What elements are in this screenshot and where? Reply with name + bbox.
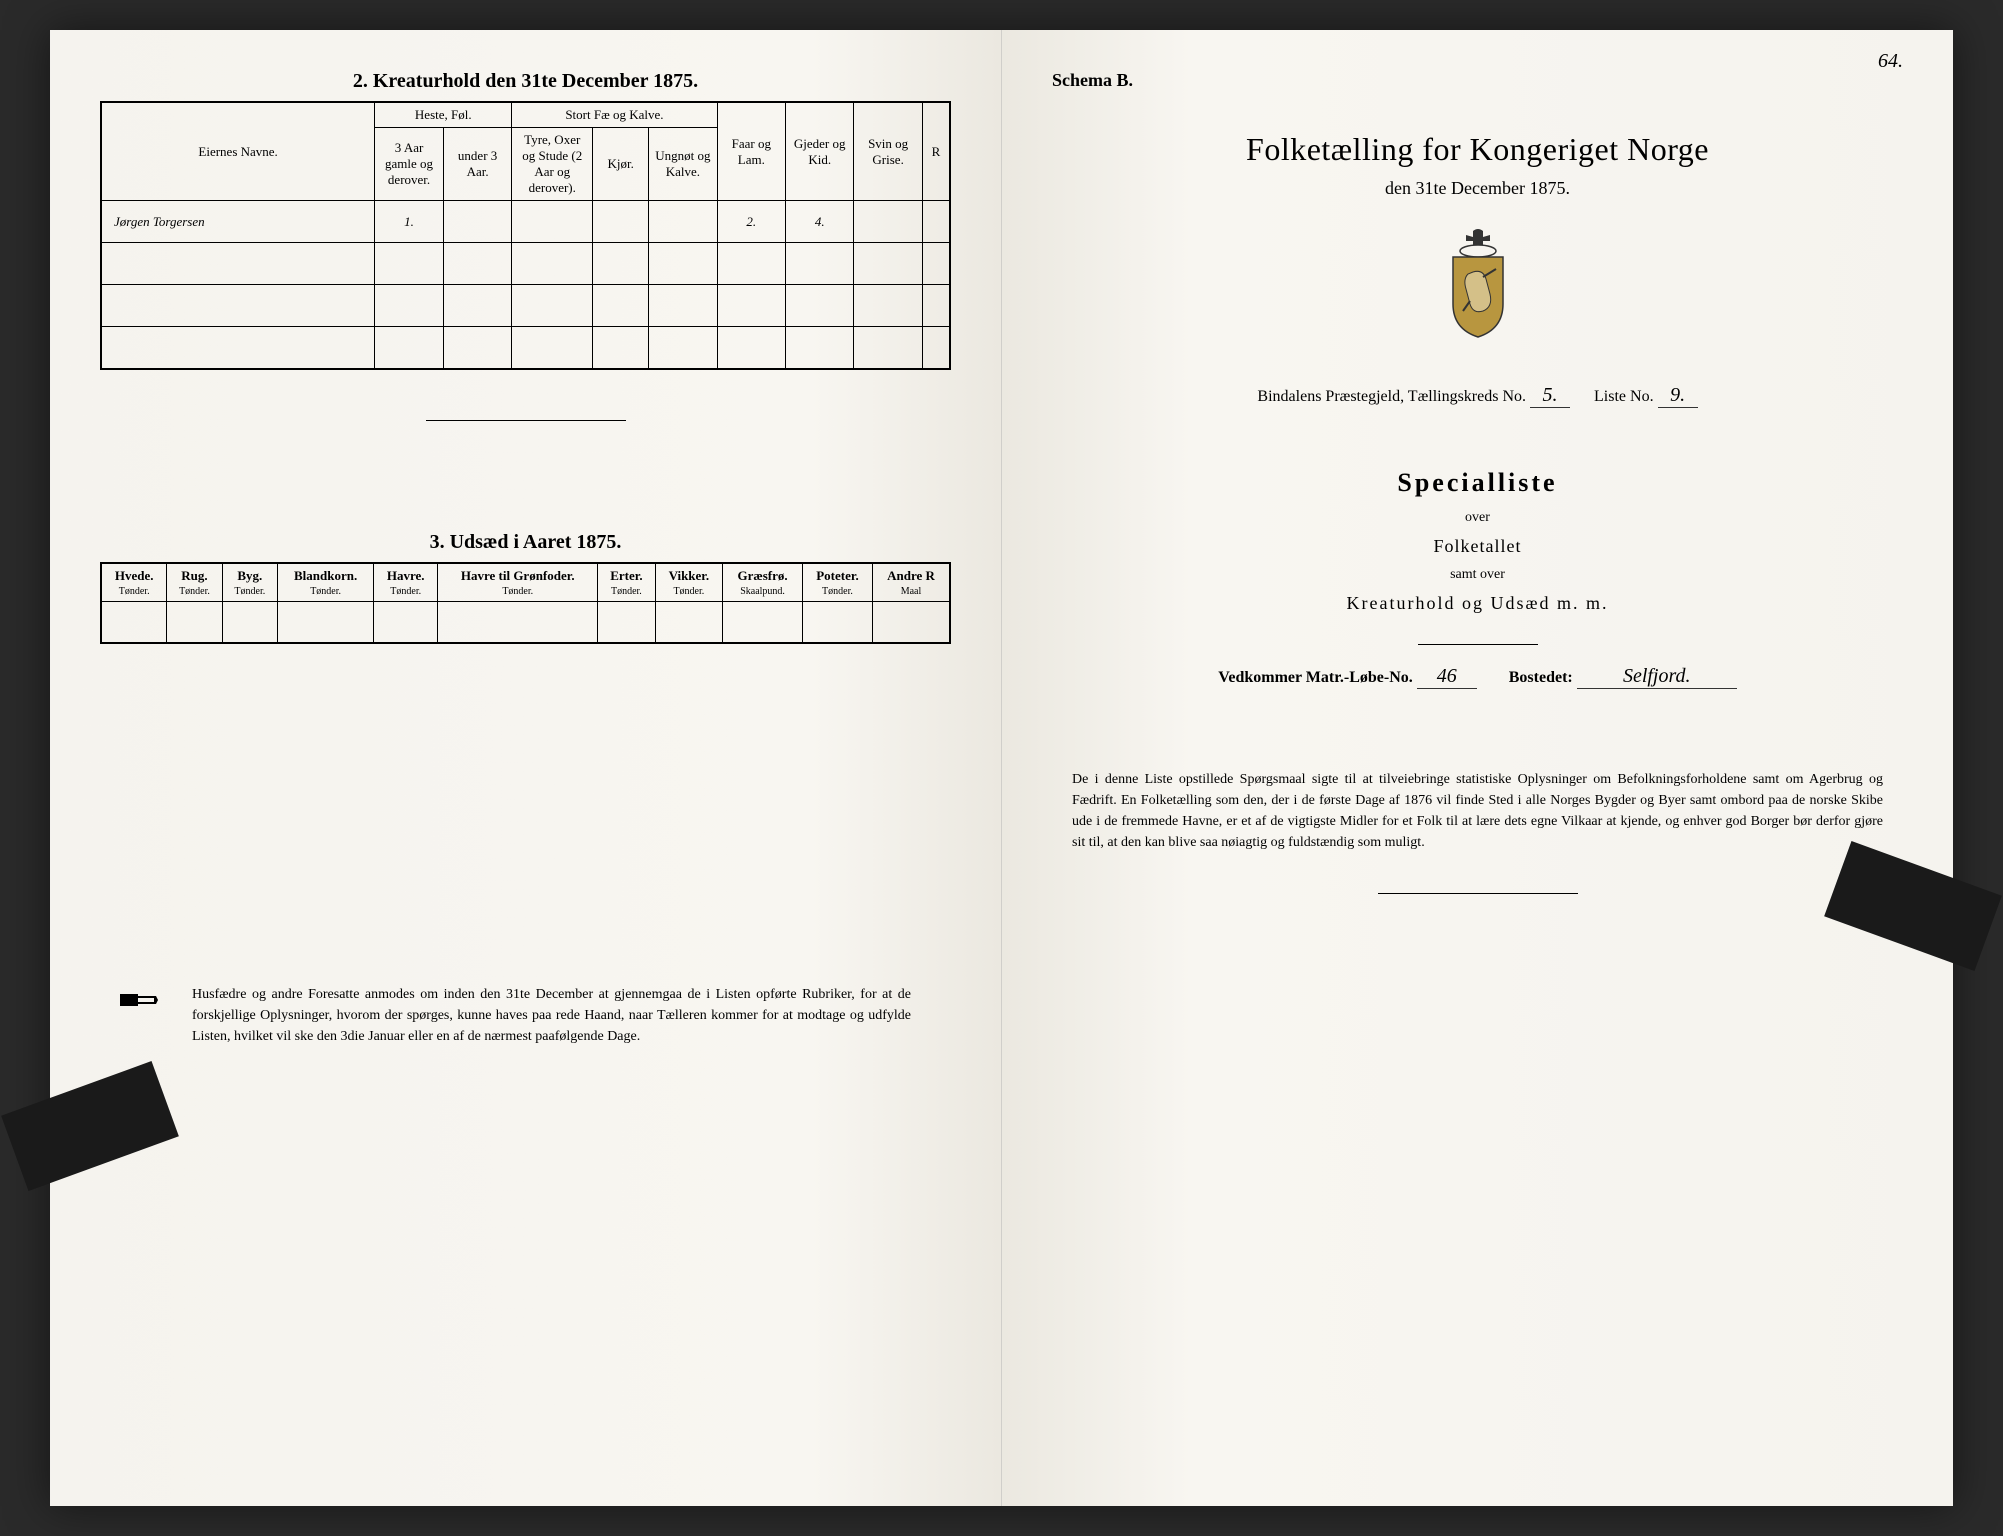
col-group-horses: Heste, Føl.: [375, 102, 512, 128]
col-calves: Ungnøt og Kalve.: [649, 128, 717, 201]
parish-label: Præstegjeld, Tællingskreds No.: [1325, 388, 1526, 405]
table-row: [101, 243, 950, 285]
seed-col-header: Havre til Grønfoder.Tønder.: [438, 563, 598, 602]
livestock-table-wrap: Eiernes Navne. Heste, Føl. Stort Fæ og K…: [100, 101, 951, 390]
subtitle: den 31te December 1875.: [1052, 178, 1903, 199]
cell-empty: [854, 201, 922, 243]
left-page: 2. Kreaturhold den 31te December 1875. E…: [50, 30, 1002, 1506]
cell-empty: [438, 601, 598, 643]
col-horse-3yr: 3 Aar gamle og derover.: [375, 128, 444, 201]
seed-col-header: Rug.Tønder.: [167, 563, 222, 602]
right-page: 64. Schema B. Folketælling for Kongerige…: [1002, 30, 1953, 1506]
parish-line: Bindalens Præstegjeld, Tællingskreds No.…: [1052, 384, 1903, 408]
col-group-cattle: Stort Fæ og Kalve.: [512, 102, 717, 128]
kreatur-line: Kreaturhold og Udsæd m. m.: [1052, 593, 1903, 614]
matr-label: Vedkommer Matr.-Løbe-No.: [1218, 669, 1413, 686]
samt-over-text: samt over: [1052, 567, 1903, 583]
cell-empty: [374, 601, 438, 643]
schema-label: Schema B.: [1052, 70, 1903, 91]
seed-col-header: Græsfrø.Skaalpund.: [723, 563, 803, 602]
divider: [1418, 644, 1538, 645]
table-row: [101, 601, 950, 643]
folketallet-text: Folketallet: [1052, 536, 1903, 557]
divider: [1378, 893, 1578, 894]
parish-prefix: Bindalens: [1257, 388, 1321, 405]
table-row: [101, 285, 950, 327]
seed-table-wrap: Hvede.Tønder.Rug.Tønder.Byg.Tønder.Bland…: [100, 562, 951, 665]
col-ren: R: [922, 102, 950, 201]
bosted-line: Vedkommer Matr.-Løbe-No. 46 Bostedet: Se…: [1052, 665, 1903, 689]
main-title: Folketælling for Kongeriget Norge: [1052, 131, 1903, 168]
livestock-table: Eiernes Navne. Heste, Føl. Stort Fæ og K…: [100, 101, 951, 370]
bosted-label: Bostedet:: [1509, 669, 1573, 686]
seed-col-header: Vikker.Tønder.: [655, 563, 723, 602]
matr-value: 46: [1417, 665, 1477, 689]
coat-of-arms-icon: [1052, 229, 1903, 344]
divider: [426, 420, 626, 421]
cell-empty: [101, 601, 167, 643]
seed-col-header: Andre RMaal: [872, 563, 950, 602]
section-3-title: 3. Udsæd i Aaret 1875.: [100, 531, 951, 554]
kreds-value: 5.: [1530, 384, 1570, 408]
cell-empty: [802, 601, 872, 643]
footer-text-left: Husfædre og andre Foresatte anmodes om i…: [192, 984, 911, 1047]
col-cows: Kjør.: [593, 128, 649, 201]
cell-empty: [277, 601, 373, 643]
col-goats: Gjeder og Kid.: [786, 102, 854, 201]
seed-col-header: Blandkorn.Tønder.: [277, 563, 373, 602]
cell-empty: [872, 601, 950, 643]
col-swine: Svin og Grise.: [854, 102, 922, 201]
pointing-hand-icon: [120, 988, 160, 1047]
seed-col-header: Hvede.Tønder.: [101, 563, 167, 602]
col-horse-under3: under 3 Aar.: [443, 128, 511, 201]
seed-col-header: Erter.Tønder.: [598, 563, 655, 602]
cell-horse-3yr: 1.: [375, 201, 444, 243]
cell-empty: [598, 601, 655, 643]
book-spread: 2. Kreaturhold den 31te December 1875. E…: [50, 30, 1953, 1506]
cell-empty: [443, 201, 511, 243]
over-text: over: [1052, 510, 1903, 526]
cell-empty: [222, 601, 277, 643]
cell-empty: [922, 201, 950, 243]
cell-empty: [167, 601, 222, 643]
owner-name: Jørgen Torgersen: [101, 201, 375, 243]
page-number: 64.: [1878, 50, 1903, 73]
liste-value: 9.: [1658, 384, 1698, 408]
section-2-title: 2. Kreaturhold den 31te December 1875.: [100, 70, 951, 93]
cell-goats: 4.: [786, 201, 854, 243]
specialliste-heading: Specialliste: [1052, 468, 1903, 498]
cell-empty: [649, 201, 717, 243]
seed-col-header: Byg.Tønder.: [222, 563, 277, 602]
bosted-value: Selfjord.: [1577, 665, 1737, 689]
col-sheep: Faar og Lam.: [717, 102, 785, 201]
footer-left: Husfædre og andre Foresatte anmodes om i…: [120, 984, 931, 1047]
cell-sheep: 2.: [717, 201, 785, 243]
col-bulls: Tyre, Oxer og Stude (2 Aar og derover).: [512, 128, 593, 201]
cell-empty: [723, 601, 803, 643]
footer-text-right: De i denne Liste opstillede Spørgsmaal s…: [1072, 769, 1883, 853]
seed-table: Hvede.Tønder.Rug.Tønder.Byg.Tønder.Bland…: [100, 562, 951, 645]
table-row: [101, 327, 950, 369]
liste-label: Liste No.: [1594, 388, 1654, 405]
cell-empty: [512, 201, 593, 243]
cell-empty: [593, 201, 649, 243]
col-owner: Eiernes Navne.: [101, 102, 375, 201]
seed-col-header: Havre.Tønder.: [374, 563, 438, 602]
seed-col-header: Poteter.Tønder.: [802, 563, 872, 602]
cell-empty: [655, 601, 723, 643]
table-row: Jørgen Torgersen 1. 2. 4.: [101, 201, 950, 243]
